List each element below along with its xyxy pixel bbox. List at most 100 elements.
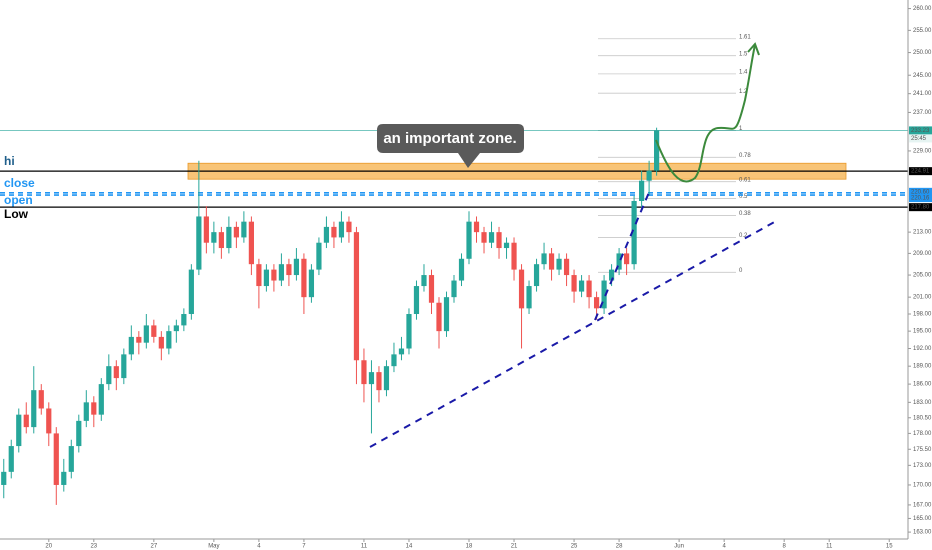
candle-body [623, 253, 630, 265]
candle-body [136, 336, 142, 343]
y-tick-label: 178.00 [913, 431, 932, 437]
candle-body [203, 216, 209, 243]
x-tick-label: 28 [616, 544, 623, 550]
y-tick-label: 165.00 [913, 516, 932, 522]
candle-body [23, 414, 29, 428]
candle-body [571, 275, 577, 292]
candle-body [458, 258, 465, 281]
candle-body [376, 372, 382, 391]
candle-body [8, 446, 14, 472]
candle-body [331, 226, 337, 238]
candle-body [61, 471, 67, 485]
candle-body [338, 221, 345, 238]
candle-body [346, 221, 352, 233]
candle-body [106, 366, 112, 385]
candle-body [46, 408, 52, 434]
candle-body [398, 348, 405, 355]
x-tick-label: 4 [257, 544, 261, 550]
candle-body [563, 258, 570, 276]
candle-body [526, 286, 532, 309]
candle-body [158, 336, 164, 349]
x-tick-label: 20 [45, 544, 52, 550]
candle-body [601, 280, 607, 309]
candle-body [451, 280, 457, 298]
candle-body [383, 366, 390, 391]
trend-line [594, 189, 651, 321]
level-name: open [4, 193, 33, 207]
fib-label: 0 [739, 268, 743, 274]
x-tick-label: 27 [150, 544, 157, 550]
candle-body [38, 390, 44, 409]
candle-body [196, 216, 202, 270]
candle-body [593, 297, 600, 309]
candle-body [368, 372, 375, 385]
candle-body [654, 130, 660, 171]
y-tick-label: 255.00 [913, 28, 932, 34]
fib-label: 1.4 [739, 69, 748, 75]
candle-body [413, 286, 420, 315]
candle-body [121, 354, 127, 379]
candle-body [233, 226, 239, 238]
candle-body [496, 232, 502, 249]
price-tag [909, 203, 932, 212]
price-tag-label: 220.16 [911, 196, 930, 202]
candle-body [113, 366, 119, 379]
countdown-tag [909, 134, 932, 143]
y-tick-label: 209.00 [913, 251, 932, 257]
fib-label: 0.38 [739, 211, 751, 217]
price-tag-label: 224.91 [911, 169, 930, 175]
annotation-bubble [377, 124, 524, 168]
y-tick-label: 213.00 [913, 230, 932, 236]
y-tick-label: 205.00 [913, 273, 932, 279]
candles [1, 127, 660, 505]
candle-body [188, 269, 194, 315]
y-tick-label: 229.00 [913, 149, 932, 155]
candle-body [271, 269, 277, 281]
candle-body [218, 232, 224, 249]
candle-body [361, 360, 367, 385]
drawings: an important zone. [369, 42, 779, 448]
candle-body [256, 264, 262, 287]
candle-body [608, 269, 615, 281]
candle-body [541, 253, 547, 265]
candle-body [1, 471, 7, 485]
candle-body [16, 414, 22, 447]
fib-label: 0.61 [739, 177, 751, 183]
x-tick-label: 18 [466, 544, 473, 550]
candle-body [143, 325, 149, 343]
y-tick-label: 180.50 [913, 415, 932, 421]
y-tick-label: 260.00 [913, 6, 932, 12]
candle-body [211, 232, 217, 243]
fib-label: 1 [739, 126, 743, 132]
y-tick-label: 195.00 [913, 329, 932, 335]
x-tick-label: 7 [302, 544, 306, 550]
fib-label: 1.2 [739, 89, 748, 95]
candle-body [421, 275, 427, 287]
y-tick-label: 237.00 [913, 110, 932, 116]
level-name: close [4, 176, 35, 190]
candle-body [68, 446, 74, 472]
candle-body [578, 280, 585, 292]
candle-body [31, 390, 37, 428]
x-tick-label: 14 [406, 544, 413, 550]
y-tick-label: 173.00 [913, 463, 932, 469]
candle-body [308, 269, 315, 298]
y-tick-label: 192.00 [913, 346, 932, 352]
candle-body [83, 402, 89, 421]
price-tag-label: 220.60 [911, 189, 930, 195]
candle-body [353, 232, 360, 361]
candle-body [616, 253, 622, 270]
x-tick-label: 4 [722, 544, 726, 550]
candle-body [503, 242, 510, 249]
level-name: Low [4, 207, 29, 221]
last-price-label: 233.23 [911, 128, 930, 134]
fib-label: 1.5 [739, 51, 748, 57]
candle-body [488, 232, 495, 243]
candle-body [533, 264, 540, 287]
candle-body [323, 226, 330, 243]
fib-label: 0.2 [739, 233, 748, 239]
price-tag [909, 187, 932, 196]
countdown: 25:45 [911, 136, 927, 142]
